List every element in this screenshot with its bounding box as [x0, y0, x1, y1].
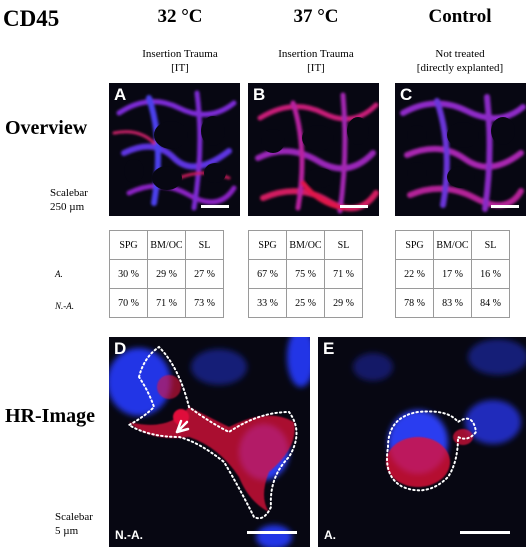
cell: 67 %: [248, 259, 287, 289]
quantification-table-37c: SPG BM/OC SL 67 % 75 % 71 % 33 % 25 % 29…: [248, 230, 363, 318]
header-bm-oc: BM/OC: [147, 230, 186, 260]
cell: 30 %: [109, 259, 148, 289]
column-heading-32c: 32 °C: [157, 6, 203, 27]
cell: 25 %: [286, 288, 325, 318]
cell: 27 %: [185, 259, 224, 289]
scalebar-value: 250 µm: [50, 201, 85, 213]
hr-image-e: E A.: [318, 337, 526, 547]
column-subtitle-32c: Insertion Trauma [IT]: [110, 47, 250, 75]
table-header-row: SPG BM/OC SL: [109, 230, 224, 260]
panel-label-a: A: [114, 85, 127, 104]
cell: 83 %: [433, 288, 472, 318]
scale-bar-c: [491, 205, 519, 208]
scale-bar-e: [460, 531, 510, 534]
subtitle-line: Not treated: [435, 48, 485, 60]
figure-title: CD45: [3, 6, 60, 31]
cell: 75 %: [286, 259, 325, 289]
cell: 71 %: [324, 259, 363, 289]
header-bm-oc: BM/OC: [433, 230, 472, 260]
cell: 17 %: [433, 259, 472, 289]
panel-corner-label-e: A.: [324, 528, 336, 542]
column-subtitle-control: Not treated [directly explanted]: [385, 47, 532, 75]
scalebar-label: Scalebar: [50, 187, 88, 199]
table-row-label-a: A.: [55, 269, 63, 279]
header-sl: SL: [324, 230, 363, 260]
panel-label-d: D: [114, 339, 127, 358]
header-spg: SPG: [109, 230, 148, 260]
subtitle-line: [directly explanted]: [416, 62, 504, 74]
cell: 73 %: [185, 288, 224, 318]
scalebar-note-hr: Scalebar 5 µm: [55, 510, 93, 538]
scale-bar-d: [247, 531, 297, 534]
table-row-a: 22 % 17 % 16 %: [395, 259, 510, 289]
cochlea-overview-image: [255, 92, 379, 214]
cell: 22 %: [395, 259, 434, 289]
table-header-row: SPG BM/OC SL: [395, 230, 510, 260]
header-spg: SPG: [395, 230, 434, 260]
subtitle-line: Insertion Trauma: [278, 48, 354, 60]
header-sl: SL: [471, 230, 510, 260]
column-heading-37c: 37 °C: [293, 6, 339, 27]
cell: 71 %: [147, 288, 186, 318]
panel-label-e: E: [323, 339, 335, 358]
panel-label-b: B: [253, 85, 266, 104]
subtitle-line: [IT]: [307, 62, 325, 74]
hr-image-d: D N.-A.: [109, 337, 310, 547]
subtitle-line: [IT]: [171, 62, 189, 74]
cell: 29 %: [324, 288, 363, 318]
panel-label-c: C: [400, 85, 413, 104]
quantification-table-32c: SPG BM/OC SL 30 % 29 % 27 % 70 % 71 % 73…: [109, 230, 224, 318]
column-subtitle-37c: Insertion Trauma [IT]: [246, 47, 386, 75]
scalebar-value: 5 µm: [55, 525, 79, 537]
cell: 78 %: [395, 288, 434, 318]
cochlea-overview-image: [112, 90, 237, 211]
table-header-row: SPG BM/OC SL: [248, 230, 363, 260]
table-row-na: 70 % 71 % 73 %: [109, 288, 224, 318]
header-sl: SL: [185, 230, 224, 260]
table-row-na: 33 % 25 % 29 %: [248, 288, 363, 318]
cell: 29 %: [147, 259, 186, 289]
table-row-a: 67 % 75 % 71 %: [248, 259, 363, 289]
cell: 84 %: [471, 288, 510, 318]
cell: 16 %: [471, 259, 510, 289]
overview-image-a: A: [109, 83, 240, 216]
cell: 70 %: [109, 288, 148, 318]
scale-bar-b: [340, 205, 368, 208]
panel-corner-label-d: N.-A.: [115, 528, 143, 542]
table-row-label-na: N.-A.: [55, 301, 74, 311]
table-row-a: 30 % 29 % 27 %: [109, 259, 224, 289]
header-spg: SPG: [248, 230, 287, 260]
cell: 33 %: [248, 288, 287, 318]
scalebar-note-overview: Scalebar 250 µm: [50, 186, 88, 214]
table-row-na: 78 % 83 % 84 %: [395, 288, 510, 318]
row-label-overview: Overview: [5, 117, 88, 139]
column-heading-control: Control: [428, 6, 492, 27]
subtitle-line: Insertion Trauma: [142, 48, 218, 60]
scalebar-label: Scalebar: [55, 511, 93, 523]
cochlea-overview-image: [400, 94, 526, 212]
scale-bar-a: [201, 205, 229, 208]
hr-microscopy-image: [353, 339, 526, 492]
quantification-table-control: SPG BM/OC SL 22 % 17 % 16 % 78 % 83 % 84…: [395, 230, 510, 318]
row-label-hr-image: HR-Image: [5, 405, 95, 427]
overview-image-b: B: [248, 83, 379, 216]
hr-microscopy-image: [109, 337, 310, 547]
header-bm-oc: BM/OC: [286, 230, 325, 260]
overview-image-c: C: [395, 83, 526, 216]
